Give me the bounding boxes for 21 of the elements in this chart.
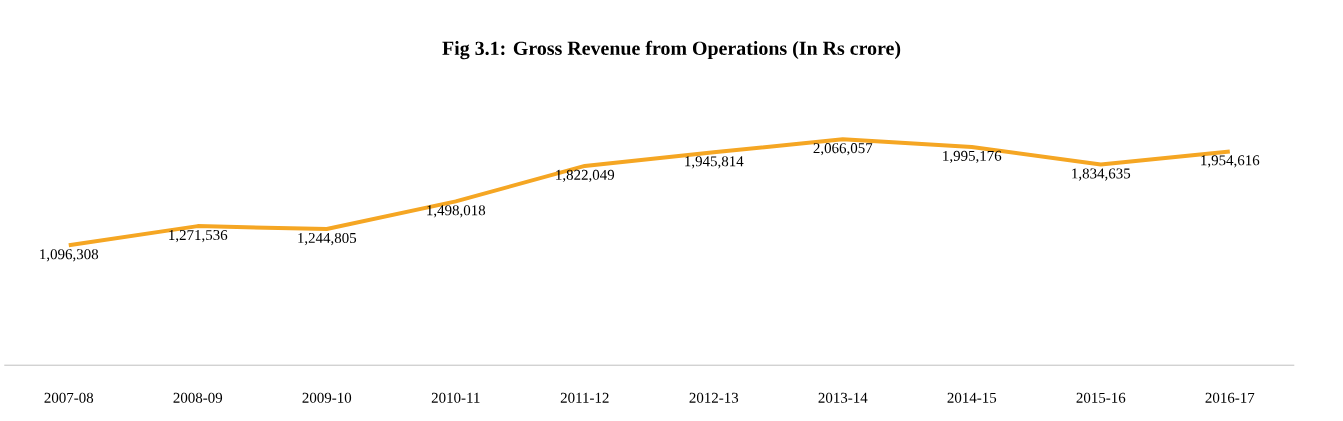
x-tick-label: 2007-08 bbox=[44, 392, 94, 403]
x-tick-label: 2009-10 bbox=[302, 392, 352, 403]
x-tick-label: 2010-11 bbox=[431, 392, 480, 403]
x-tick-label: 2011-12 bbox=[560, 392, 609, 403]
x-tick-label: 2012-13 bbox=[689, 392, 739, 403]
x-tick-label: 2013-14 bbox=[818, 392, 868, 403]
data-label: 1,498,018 bbox=[427, 205, 486, 218]
data-label: 1,834,635 bbox=[1072, 168, 1131, 181]
data-label: 1,945,814 bbox=[685, 156, 744, 169]
x-tick-label: 2014-15 bbox=[947, 392, 997, 403]
chart-title: Fig 3.1: Gross Revenue from Operations (In Rs crore) bbox=[442, 40, 901, 60]
data-label: 1,244,805 bbox=[298, 232, 357, 246]
x-tick-label: 2008-09 bbox=[173, 392, 223, 403]
data-label: 1,954,616 bbox=[1201, 155, 1260, 168]
x-tick-label: 2016-17 bbox=[1205, 392, 1255, 403]
data-label: 1,822,049 bbox=[556, 169, 615, 183]
data-label: 1,271,536 bbox=[169, 230, 228, 243]
data-label: 2,066,057 bbox=[813, 143, 873, 156]
data-label: 1,995,176 bbox=[943, 150, 1002, 164]
x-tick-label: 2015-16 bbox=[1076, 392, 1126, 403]
data-label: 1,096,308 bbox=[40, 249, 99, 262]
